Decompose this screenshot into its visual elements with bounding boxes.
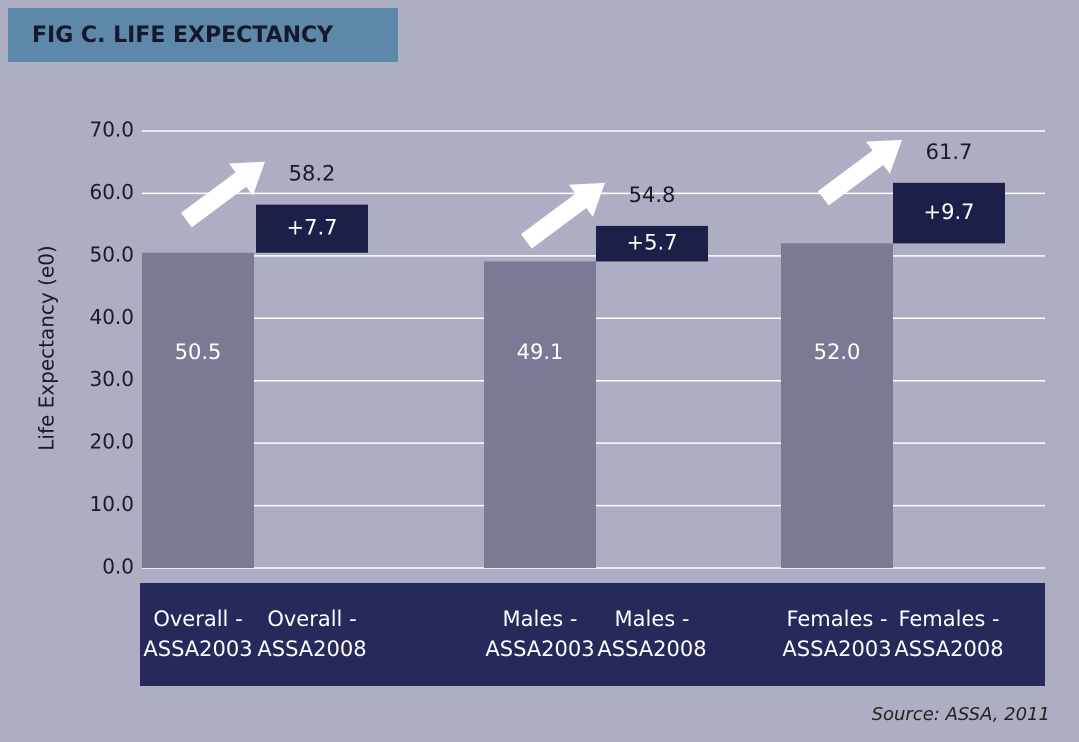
y-tick-label: 20.0 [89, 430, 134, 454]
title-box [8, 8, 398, 62]
value-label: 49.1 [517, 340, 564, 364]
x-tick-label: Overall - ASSA2008 [257, 607, 367, 661]
y-tick-label: 40.0 [89, 305, 134, 329]
x-tick-label: Overall - ASSA2003 [143, 607, 253, 661]
arrow [520, 182, 605, 249]
increment-bar [596, 225, 708, 262]
y-tick-label: 30.0 [89, 367, 134, 391]
bar [781, 243, 893, 568]
arrow [817, 139, 902, 206]
bar [484, 261, 596, 568]
value-label: 52.0 [814, 340, 861, 364]
total-label: 61.7 [926, 140, 973, 164]
y-axis-label: Life Expectancy (e0) [35, 245, 59, 450]
x-tick-label: Females - ASSA2008 [894, 607, 1004, 661]
y-tick-label: 50.0 [89, 242, 134, 266]
bar [142, 252, 254, 568]
increment-label: +7.7 [287, 216, 338, 240]
total-label: 58.2 [289, 162, 336, 186]
y-tick-label: 70.0 [89, 118, 134, 142]
x-tick-label: Males - ASSA2003 [485, 607, 595, 661]
category-band [140, 583, 1045, 686]
total-label: 54.8 [629, 183, 676, 207]
y-tick-label: 60.0 [89, 180, 134, 204]
value-label: 50.5 [175, 340, 222, 364]
y-tick-label: 10.0 [89, 492, 134, 516]
y-tick-label: 0.0 [102, 555, 134, 579]
x-tick-label: Males - ASSA2008 [597, 607, 707, 661]
chart-title: FIG C. LIFE EXPECTANCY [32, 23, 334, 48]
increment-label: +5.7 [627, 231, 678, 255]
increment-bar [893, 182, 1005, 244]
increment-label: +9.7 [924, 200, 975, 224]
source: Source: ASSA, 2011 [872, 704, 1050, 725]
arrow [180, 161, 265, 228]
x-tick-label: Females - ASSA2003 [782, 607, 892, 661]
increment-bar [256, 204, 368, 253]
